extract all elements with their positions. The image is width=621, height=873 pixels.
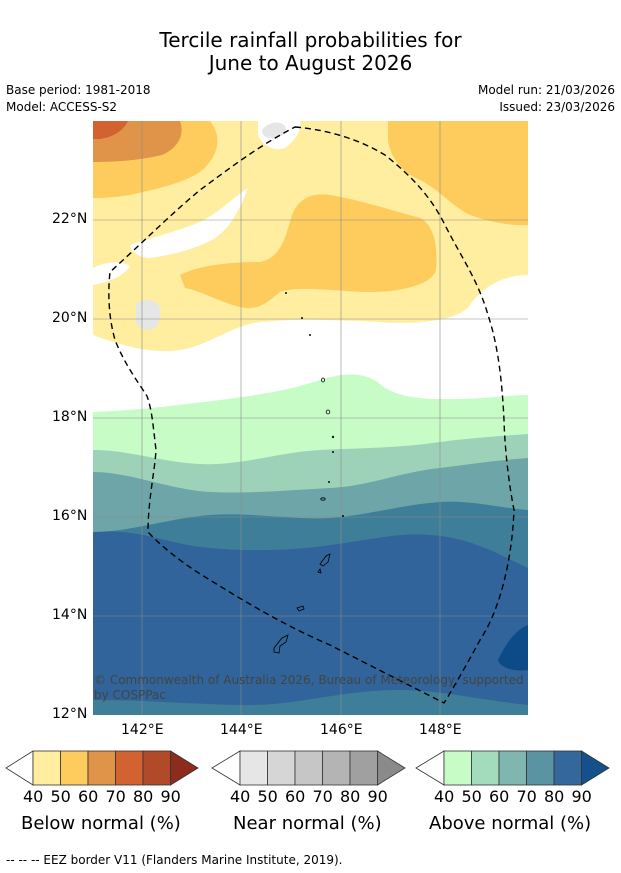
colorbar-above-title: Above normal (%) [429,813,592,834]
copyright-line1: © Commonwealth of Australia 2026, Bureau… [94,673,524,687]
lat-label-14: 14°N [52,607,88,623]
lat-label-22: 22°N [52,211,88,227]
region-neutral-gap1 [130,188,248,258]
colorbar-below-tick-80: 80 [133,787,154,806]
region-neutral-gap2 [93,262,130,285]
region-above50 [93,432,528,493]
model-run: Model run: 21/03/2026 [477,83,615,97]
colorbar-near-tick-80: 80 [340,787,361,806]
base-period: Base period: 1981-2018 [6,83,151,97]
region-below50-main [180,194,437,309]
lon-label-144: 144°E [220,722,263,738]
region-above40 [93,372,528,465]
colorbar-above-tick-60: 60 [489,787,510,806]
map-layers [93,121,528,715]
model-name: Model: ACCESS-S2 [6,100,118,114]
issued-date: Issued: 23/03/2026 [499,100,615,114]
region-above80 [93,531,528,705]
colorbar-below-tick-50: 50 [50,787,71,806]
colorbar-above-tick-50: 50 [461,787,482,806]
lat-label-20: 20°N [52,310,88,326]
region-above90 [498,625,528,671]
colorbar-below-tick-90: 90 [160,787,181,806]
map-title-line1: Tercile rainfall probabilities for [159,28,462,52]
region-below70 [93,121,128,139]
map-title-line2: June to August 2026 [208,51,413,75]
colorbar-above-tick-80: 80 [544,787,565,806]
colorbar-above-tick-70: 70 [516,787,537,806]
colorbar-near-title: Near normal (%) [233,813,382,834]
colorbar-near-tick-40: 40 [230,787,251,806]
lon-label-148: 148°E [419,722,462,738]
islands [273,291,344,654]
region-near40-b [262,122,286,138]
colorbar-near-tick-90: 90 [367,787,388,806]
lat-label-16: 16°N [52,508,88,524]
colorbar-below-tick-60: 60 [78,787,99,806]
lat-label-12: 12°N [52,706,88,722]
lat-label-18: 18°N [52,409,88,425]
region-below50-ne [388,121,528,226]
colorbar-below-tick-70: 70 [105,787,126,806]
lon-label-142: 142°E [121,722,164,738]
colorbar-near-tick-60: 60 [285,787,306,806]
region-above60 [93,455,528,532]
eez-footnote: -- -- -- EEZ border V11 (Flanders Marine… [6,853,343,867]
colorbar-above-tick-90: 90 [571,787,592,806]
lon-label-146: 146°E [320,722,363,738]
region-near40-a [136,299,161,330]
copyright-line2: by COSPPac [94,688,166,702]
grid-lines [93,121,528,715]
colorbar-near-tick-70: 70 [312,787,333,806]
region-neutral-right [512,328,528,345]
colorbar-near-tick-50: 50 [257,787,278,806]
eez-border [108,126,515,704]
colorbar-below-title: Below normal (%) [21,813,181,834]
colorbar-above-tick-40: 40 [434,787,455,806]
colorbar-below-tick-40: 40 [23,787,44,806]
